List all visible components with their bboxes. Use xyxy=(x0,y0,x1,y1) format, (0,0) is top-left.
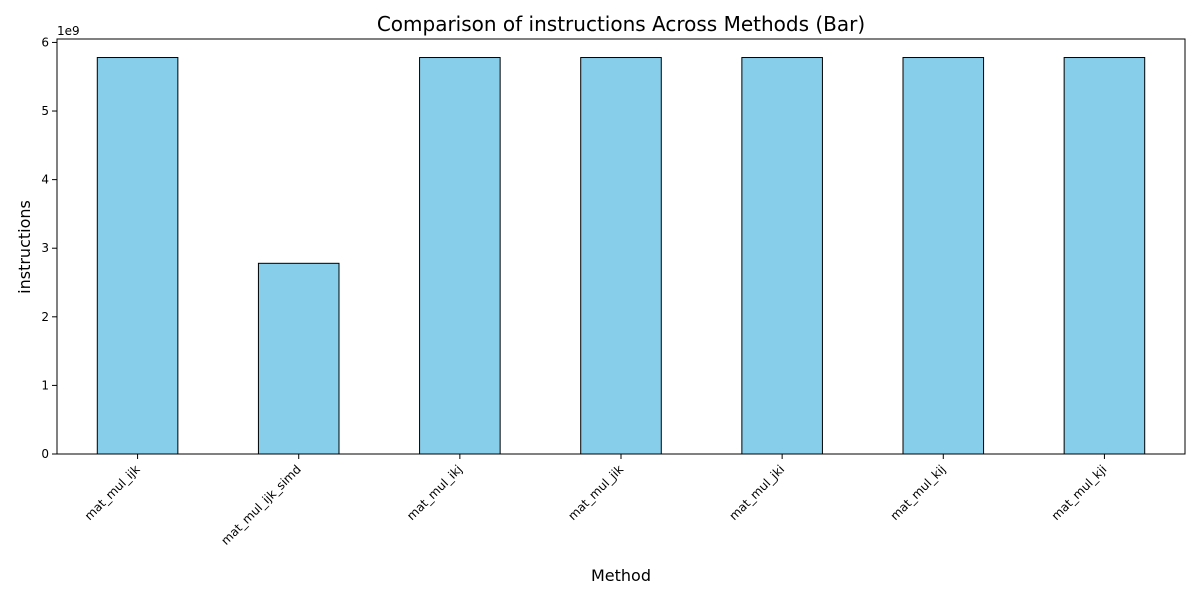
bars-layer xyxy=(96,57,1146,455)
x-tick-label: mat_mul_jik xyxy=(565,462,626,523)
x-axis-label: Method xyxy=(591,566,651,585)
x-tick-label: mat_mul_kji xyxy=(1049,462,1110,523)
y-axis-offset-label: 1e9 xyxy=(57,24,80,38)
x-tick-label: mat_mul_ijk_simd xyxy=(218,462,303,547)
bar-mat_mul_ikj xyxy=(419,57,501,455)
x-tick-label: mat_mul_jki xyxy=(726,462,787,523)
bar-mat_mul_jki xyxy=(741,57,823,455)
x-tick-label: mat_mul_kij xyxy=(888,462,949,523)
x-tick-label: mat_mul_ikj xyxy=(404,462,465,523)
bar-mat_mul_kij xyxy=(902,57,985,455)
chart-title: Comparison of instructions Across Method… xyxy=(377,12,865,36)
bar-mat_mul_jik xyxy=(580,57,662,455)
plot-area-frame xyxy=(56,38,1186,455)
y-tick-label: 2 xyxy=(41,310,49,324)
y-tick-label: 5 xyxy=(41,104,49,118)
bar-mat_mul_ijk_simd xyxy=(257,262,340,455)
y-tick-label: 3 xyxy=(41,241,49,255)
y-tick-label: 6 xyxy=(41,35,49,49)
bar-mat_mul_kji xyxy=(1063,57,1146,455)
y-axis-label: instructions xyxy=(15,200,34,294)
x-tick-label: mat_mul_ijk xyxy=(82,462,143,523)
y-tick-label: 0 xyxy=(41,447,49,461)
y-tick-label: 4 xyxy=(41,173,49,187)
y-tick-label: 1 xyxy=(41,378,49,392)
bar-mat_mul_ijk xyxy=(96,57,179,455)
